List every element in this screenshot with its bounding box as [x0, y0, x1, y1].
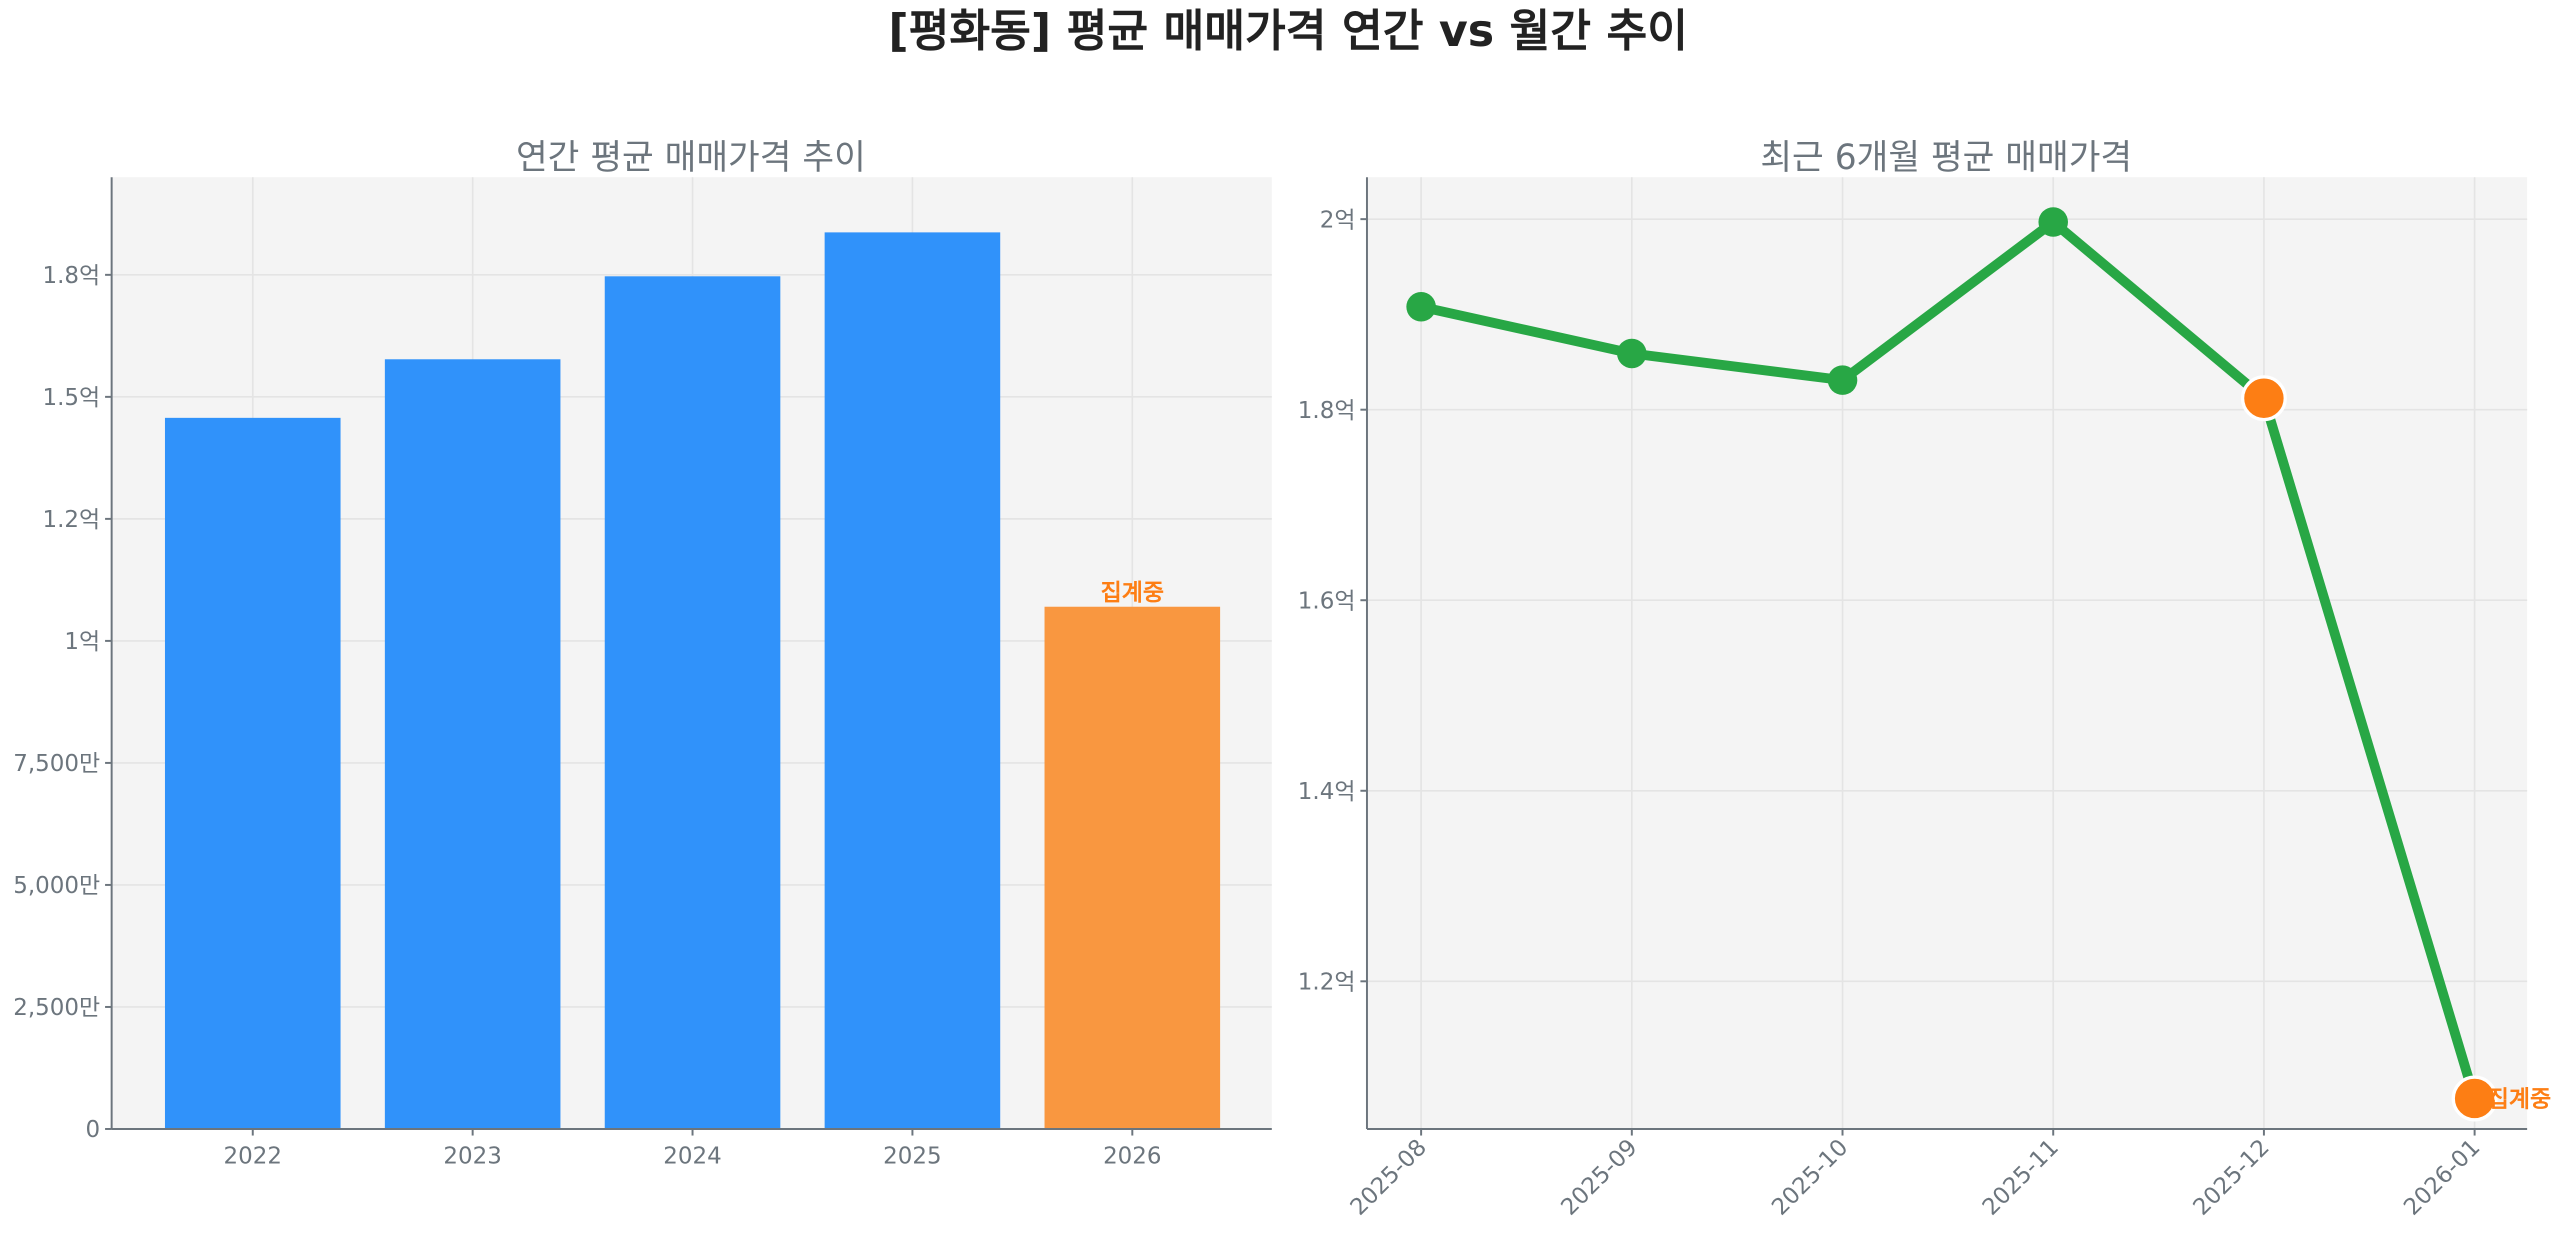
- y-tick-label: 1.4억: [1298, 779, 1356, 805]
- x-tick-label: 2022: [224, 1143, 282, 1169]
- pending-annotation: 집계중: [1101, 580, 1164, 606]
- pending-marker-2025-12: [2240, 375, 2287, 422]
- bar-2023: [384, 359, 561, 1129]
- bar-2024: [604, 276, 781, 1129]
- monthly-plot-area: [1366, 177, 2528, 1129]
- x-tick-label: 2025: [883, 1143, 941, 1169]
- bar-2022: [164, 417, 341, 1129]
- y-tick-label: 5,000만: [13, 873, 100, 899]
- point-marker-2025-09: [1617, 338, 1647, 369]
- y-tick-label: 1.8억: [42, 263, 100, 289]
- y-tick-label: 1.5억: [42, 385, 100, 411]
- x-tick-label: 2025-08: [1346, 1135, 1432, 1221]
- point-marker-2025-08: [1406, 292, 1436, 322]
- y-tick-label: 7,500만: [13, 751, 100, 777]
- y-tick-label: 1억: [64, 629, 100, 655]
- y-tick-label: 2,500만: [13, 995, 100, 1021]
- y-tick-label: 1.2억: [42, 507, 100, 533]
- y-tick-label: 0: [86, 1117, 101, 1143]
- price-line: [1420, 217, 2480, 1100]
- point-marker-2025-10: [1827, 365, 1858, 395]
- x-tick-label: 2025-11: [1978, 1135, 2064, 1221]
- x-tick-label: 2023: [443, 1143, 501, 1169]
- annual-chart: 연간 평균 매매가격 추이 집계중 0 2,500만 5,000만 7,500만 1억 1.…: [13, 138, 1272, 1169]
- bar-2025: [824, 232, 1001, 1129]
- x-tick-label: 2024: [663, 1143, 721, 1169]
- y-tick-label: 1.6억: [1298, 588, 1356, 614]
- x-tick-label: 2026-01: [2399, 1135, 2485, 1221]
- pending-marker-2026-01: [2451, 1075, 2498, 1122]
- x-tick-label: 2026: [1103, 1143, 1161, 1169]
- y-tick-label: 1.2억: [1298, 970, 1356, 996]
- annual-chart-title: 연간 평균 매매가격 추이: [516, 138, 866, 178]
- monthly-chart-title: 최근 6개월 평균 매매가격: [1760, 138, 2132, 178]
- y-tick-label: 2억: [1320, 207, 1356, 233]
- figure-title: [평화동] 평균 매매가격 연간 vs 월간 추이: [888, 6, 1688, 57]
- monthly-chart: 최근 6개월 평균 매매가격 집계중 1.2억 1.4억 1.6억 1.8억 2억 2025…: [1298, 138, 2551, 1221]
- x-tick-label: 2025-10: [1767, 1135, 1853, 1221]
- pending-annotation: 집계중: [2488, 1087, 2551, 1113]
- y-tick-label: 1.8억: [1298, 398, 1356, 424]
- x-tick-label: 2025-12: [2188, 1135, 2274, 1221]
- bar-2026: [1044, 606, 1221, 1129]
- x-tick-label: 2025-09: [1556, 1135, 1642, 1221]
- point-marker-2025-11: [2038, 207, 2068, 237]
